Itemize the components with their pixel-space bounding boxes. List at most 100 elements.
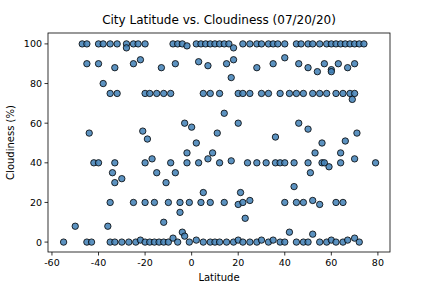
point <box>186 239 192 245</box>
point <box>316 90 322 96</box>
point <box>316 201 322 207</box>
point <box>209 150 215 156</box>
point <box>130 199 136 205</box>
point <box>240 199 246 205</box>
point <box>344 237 350 243</box>
point <box>205 156 211 162</box>
point <box>319 140 325 146</box>
point <box>181 120 187 126</box>
point <box>147 90 153 96</box>
y-tick-label: 0 <box>36 237 42 248</box>
point <box>316 239 322 245</box>
point <box>275 41 281 47</box>
point <box>240 41 246 47</box>
point <box>172 61 178 67</box>
y-tick-label: 40 <box>30 157 42 168</box>
point <box>126 239 132 245</box>
point <box>230 57 236 63</box>
point <box>337 150 343 156</box>
point <box>356 239 362 245</box>
point <box>300 199 306 205</box>
point <box>207 199 213 205</box>
point <box>142 41 148 47</box>
point <box>286 90 292 96</box>
point <box>240 90 246 96</box>
y-tick <box>45 123 49 124</box>
point <box>181 233 187 239</box>
point <box>254 160 260 166</box>
point <box>300 90 306 96</box>
point <box>321 160 327 166</box>
point <box>163 179 169 185</box>
point <box>216 90 222 96</box>
point <box>158 64 164 70</box>
x-tick <box>238 252 239 256</box>
x-tick <box>377 252 378 256</box>
point <box>188 124 194 130</box>
point <box>119 239 125 245</box>
point <box>258 237 264 243</box>
point <box>186 199 192 205</box>
point <box>149 156 155 162</box>
point <box>95 160 101 166</box>
point <box>310 90 316 96</box>
point <box>200 90 206 96</box>
y-tick <box>45 202 49 203</box>
point <box>258 41 264 47</box>
point <box>154 90 160 96</box>
point <box>114 41 120 47</box>
point <box>247 90 253 96</box>
point <box>282 41 288 47</box>
x-label: Latitude <box>198 272 239 283</box>
point <box>216 160 222 166</box>
x-tick <box>331 252 332 256</box>
point <box>337 160 343 166</box>
point <box>174 239 180 245</box>
point <box>314 68 320 74</box>
point <box>193 237 199 243</box>
point <box>272 134 278 140</box>
point <box>242 215 248 221</box>
point <box>154 170 160 176</box>
point <box>167 90 173 96</box>
point <box>361 41 367 47</box>
point <box>100 41 106 47</box>
x-tick-label: -60 <box>44 257 60 268</box>
x-tick-label: 40 <box>279 257 291 268</box>
points <box>60 41 378 246</box>
point <box>177 209 183 215</box>
point <box>72 223 78 229</box>
y-tick <box>45 242 49 243</box>
y-tick-label: 100 <box>24 38 42 49</box>
x-tick-label: 0 <box>189 257 195 268</box>
point <box>351 90 357 96</box>
point <box>95 61 101 67</box>
point <box>305 64 311 70</box>
point <box>333 90 339 96</box>
point <box>109 170 115 176</box>
point <box>312 150 318 156</box>
point <box>205 63 211 69</box>
point <box>270 237 276 243</box>
point <box>282 199 288 205</box>
point <box>100 80 106 86</box>
point <box>372 160 378 166</box>
title: City Latitude vs. Cloudiness (07/20/20) <box>102 13 336 27</box>
point <box>344 64 350 70</box>
point <box>86 130 92 136</box>
x-tick-label: 80 <box>372 257 384 268</box>
point <box>137 57 143 63</box>
point <box>247 239 253 245</box>
point <box>142 199 148 205</box>
x-tick <box>145 252 146 256</box>
point <box>247 41 253 47</box>
point <box>112 179 118 185</box>
point <box>291 183 297 189</box>
point <box>258 90 264 96</box>
point <box>112 160 118 166</box>
point <box>144 136 150 142</box>
point <box>88 239 94 245</box>
point <box>107 41 113 47</box>
point <box>340 90 346 96</box>
y-tick-label: 60 <box>30 118 42 129</box>
